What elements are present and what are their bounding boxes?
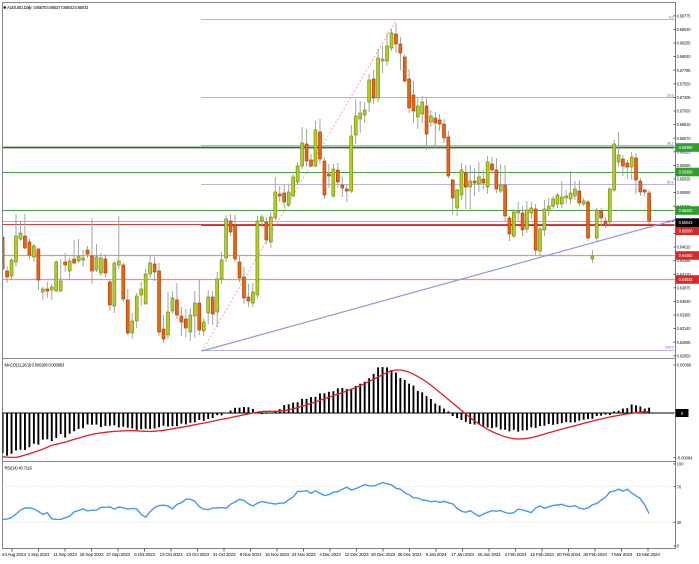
svg-text:0.64460: 0.64460 — [679, 253, 694, 258]
svg-text:0.66325: 0.66325 — [677, 149, 692, 154]
svg-text:100: 100 — [677, 462, 685, 467]
svg-text:19 Sep 2023: 19 Sep 2023 — [80, 552, 104, 557]
svg-text:0.64032: 0.64032 — [679, 277, 694, 282]
svg-text:0.68530: 0.68530 — [677, 27, 692, 32]
svg-text:31 Oct 2023: 31 Oct 2023 — [213, 552, 236, 557]
svg-text:20 Dec 2023: 20 Dec 2023 — [371, 552, 395, 557]
svg-text:0: 0 — [681, 411, 684, 416]
svg-text:0.65590: 0.65590 — [677, 190, 692, 195]
svg-text:0.65043: 0.65043 — [679, 220, 694, 225]
svg-text:23 Oct 2023: 23 Oct 2023 — [186, 552, 209, 557]
svg-text:15 Mar 2024: 15 Mar 2024 — [636, 552, 660, 557]
svg-text:13 Oct 2023: 13 Oct 2023 — [160, 552, 183, 557]
svg-text:MACD(12,26,9) 0.000189 0.00068: MACD(12,26,9) 0.000189 0.000683 — [5, 363, 65, 368]
svg-text:12 Feb 2024: 12 Feb 2024 — [530, 552, 554, 557]
svg-text:20 Feb 2024: 20 Feb 2024 — [557, 552, 581, 557]
svg-text:70: 70 — [677, 484, 682, 489]
svg-text:0.66080: 0.66080 — [677, 163, 692, 168]
svg-text:0.63140: 0.63140 — [677, 326, 692, 331]
svg-text:0.67795: 0.67795 — [677, 68, 692, 73]
svg-text:28 Dec 2023: 28 Dec 2023 — [398, 552, 422, 557]
svg-text:0: 0 — [677, 544, 680, 549]
svg-text:AUDUSD,Daily 0.65575 0.65637: AUDUSD,Daily 0.65575 0.65637 0.65043 0.6… — [7, 5, 89, 10]
svg-text:23.6: 23.6 — [667, 93, 674, 97]
svg-text:0.68285: 0.68285 — [677, 41, 692, 46]
svg-text:0.68775: 0.68775 — [677, 13, 692, 18]
svg-text:0.67550: 0.67550 — [677, 81, 692, 86]
svg-text:0.62895: 0.62895 — [677, 340, 692, 345]
svg-text:30: 30 — [677, 520, 682, 525]
svg-text:50.0: 50.0 — [667, 180, 674, 184]
svg-text:24 Nov 2023: 24 Nov 2023 — [292, 552, 316, 557]
svg-text:7 Mar 2024: 7 Mar 2024 — [611, 552, 633, 557]
svg-text:0.64610: 0.64610 — [677, 245, 692, 250]
svg-text:0.66815: 0.66815 — [677, 122, 692, 127]
svg-text:28 Feb 2024: 28 Feb 2024 — [583, 552, 607, 557]
svg-text:9 Jan 2024: 9 Jan 2024 — [426, 552, 447, 557]
svg-text:0.68040: 0.68040 — [677, 54, 692, 59]
svg-text:24 Aug 2023: 24 Aug 2023 — [2, 552, 26, 557]
svg-text:61.8: 61.8 — [667, 219, 674, 223]
svg-text:0.62650: 0.62650 — [677, 353, 692, 358]
svg-text:27 Sep 2023: 27 Sep 2023 — [106, 552, 130, 557]
svg-text:4 Dec 2023: 4 Dec 2023 — [319, 552, 341, 557]
svg-text:38.2: 38.2 — [667, 141, 674, 145]
svg-text:0.66570: 0.66570 — [677, 136, 692, 141]
svg-text:17 Jan 2024: 17 Jan 2024 — [451, 552, 475, 557]
svg-text:8 Nov 2023: 8 Nov 2023 — [240, 552, 262, 557]
svg-text:0.63385: 0.63385 — [677, 313, 692, 318]
svg-text:0.00086: 0.00086 — [677, 363, 692, 368]
svg-text:11 Sep 2023: 11 Sep 2023 — [53, 552, 77, 557]
svg-text:0.66385: 0.66385 — [679, 145, 694, 150]
svg-text:25 Jan 2024: 25 Jan 2024 — [477, 552, 501, 557]
svg-text:0.65008: 0.65008 — [679, 228, 694, 233]
svg-text:0.64365: 0.64365 — [677, 258, 692, 263]
svg-text:RSI(14) 40.7116: RSI(14) 40.7116 — [5, 466, 33, 471]
svg-text:0.63630: 0.63630 — [677, 299, 692, 304]
svg-text:0.67060: 0.67060 — [677, 109, 692, 114]
svg-text:2 Feb 2024: 2 Feb 2024 — [505, 552, 527, 557]
svg-text:0.65958: 0.65958 — [679, 170, 694, 175]
svg-text:0.65835: 0.65835 — [677, 177, 692, 182]
svg-text:16 Nov 2023: 16 Nov 2023 — [265, 552, 289, 557]
svg-text:100.0: 100.0 — [665, 346, 674, 350]
svg-text:12 Dec 2023: 12 Dec 2023 — [345, 552, 369, 557]
svg-text:1 Sep 2023: 1 Sep 2023 — [28, 552, 50, 557]
svg-text:0.67305: 0.67305 — [677, 95, 692, 100]
svg-text:-0.00084: -0.00084 — [677, 455, 694, 460]
svg-text:0.63875: 0.63875 — [677, 285, 692, 290]
svg-text:0.0: 0.0 — [669, 15, 674, 19]
svg-text:0.65250: 0.65250 — [679, 208, 694, 213]
svg-text:5 Oct 2023: 5 Oct 2023 — [134, 552, 155, 557]
svg-text:0.64120: 0.64120 — [677, 272, 692, 277]
